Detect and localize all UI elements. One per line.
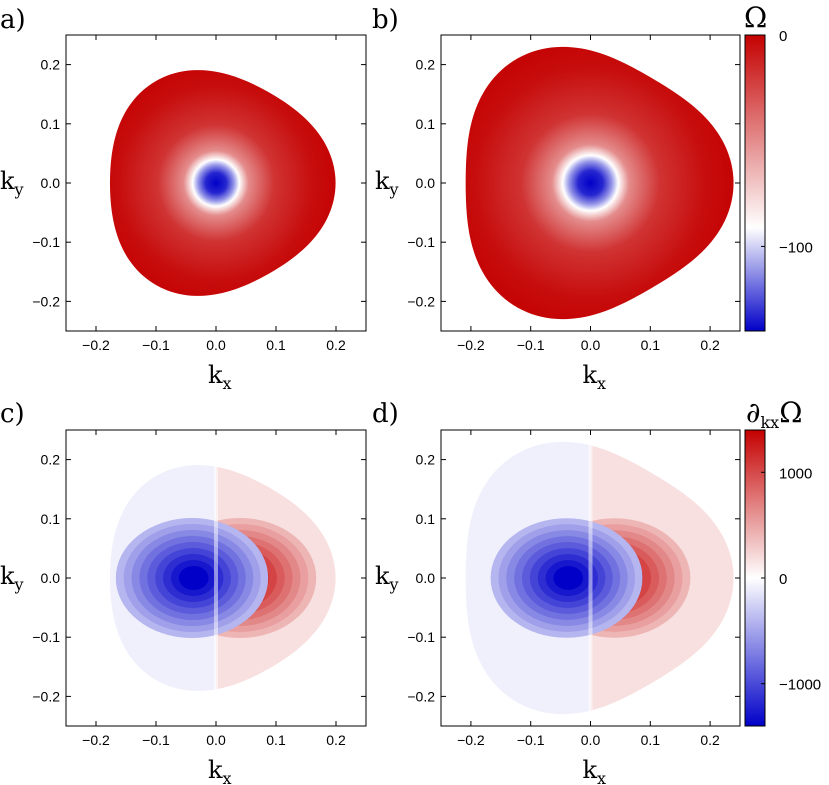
x-tick-label: 0.0 xyxy=(206,732,226,748)
x-tick-label: 0.2 xyxy=(326,337,346,353)
y-axis-label: ky xyxy=(375,167,399,199)
y-tick-label: 0.1 xyxy=(41,116,61,132)
y-tick-label: −0.1 xyxy=(407,234,435,250)
panel-3: −0.2 −0.1 0.0 0.1 0.2 −0.2 −0.1 0.0 0.1 0.2 kx ky c) xyxy=(0,399,367,785)
derivative-contours xyxy=(465,441,734,715)
y-tick-label: −0.1 xyxy=(407,629,435,645)
y-tick-label: 0.2 xyxy=(41,452,61,468)
y-tick-label: 0.0 xyxy=(41,175,61,191)
x-axis-label: kx xyxy=(208,361,232,393)
x-tick-label: −0.1 xyxy=(517,732,545,748)
y-tick-label: −0.2 xyxy=(407,688,435,704)
x-tick-label: 0.1 xyxy=(266,337,286,353)
negative-lobe-contour xyxy=(178,566,209,590)
colorbar-tick-label: 0 xyxy=(779,571,787,588)
x-tick-label: −0.1 xyxy=(142,337,170,353)
x-tick-label: −0.1 xyxy=(517,337,545,353)
y-tick-label: −0.2 xyxy=(32,688,60,704)
colorbar-title: ∂kxΩ xyxy=(746,396,802,432)
x-tick-label: 0.1 xyxy=(641,732,661,748)
y-tick-label: −0.1 xyxy=(32,234,60,250)
x-tick-label: −0.1 xyxy=(142,732,170,748)
y-tick-label: 0.0 xyxy=(41,570,61,586)
panel-4: −0.2 −0.1 0.0 0.1 0.2 −0.2 −0.1 0.0 0.1 0.2 kx ky d) xyxy=(372,399,741,785)
x-tick-label: −0.2 xyxy=(82,732,110,748)
x-tick-label: 0.1 xyxy=(266,732,286,748)
y-tick-label: 0.0 xyxy=(416,570,436,586)
y-axis-label: ky xyxy=(0,562,24,594)
colorbar-gradient xyxy=(744,34,766,332)
omega-heatmap xyxy=(465,46,734,320)
x-axis-label: kx xyxy=(208,756,232,785)
y-tick-label: 0.2 xyxy=(416,452,436,468)
y-tick-label: −0.2 xyxy=(407,293,435,309)
panel-label: a) xyxy=(0,5,26,35)
y-tick-label: −0.2 xyxy=(32,293,60,309)
x-tick-label: −0.2 xyxy=(457,337,485,353)
panel-label: c) xyxy=(0,399,25,429)
y-tick-label: 0.2 xyxy=(416,57,436,73)
negative-lobe-contour xyxy=(553,566,584,590)
x-tick-label: 0.2 xyxy=(700,337,720,353)
panel-label: b) xyxy=(372,5,399,35)
colorbar-tick-label: 0 xyxy=(779,28,787,45)
panel-1: −0.2 −0.1 0.0 0.1 0.2 −0.2 −0.1 0.0 0.1 0.2 kx ky a) xyxy=(0,5,367,393)
x-tick-label: −0.2 xyxy=(457,732,485,748)
y-tick-label: 0.1 xyxy=(41,511,61,527)
x-tick-label: −0.2 xyxy=(82,337,110,353)
y-axis-label: ky xyxy=(375,562,399,594)
y-tick-label: 0.2 xyxy=(41,57,61,73)
colorbar-2: 1000 0 −1000 ∂kxΩ xyxy=(744,396,821,727)
x-tick-label: 0.1 xyxy=(641,337,661,353)
y-tick-label: 0.1 xyxy=(416,511,436,527)
x-tick-label: 0.0 xyxy=(206,337,226,353)
colorbar-tick-label: −1000 xyxy=(779,677,821,694)
x-tick-label: 0.2 xyxy=(700,732,720,748)
y-tick-label: −0.1 xyxy=(32,629,60,645)
colorbar-title: Ω xyxy=(744,1,767,34)
x-tick-label: 0.0 xyxy=(581,732,601,748)
colorbar-tick-label: −100 xyxy=(779,239,813,256)
panel-2: −0.2 −0.1 0.0 0.1 0.2 −0.2 −0.1 0.0 0.1 0.2 kx ky b) xyxy=(372,5,741,393)
colorbar-1: 0 −100 Ω xyxy=(744,1,813,332)
omega-heatmap xyxy=(109,70,336,296)
colorbar-tick-label: 1000 xyxy=(779,465,812,482)
panel-label: d) xyxy=(372,399,399,429)
x-tick-label: 0.2 xyxy=(326,732,346,748)
x-axis-label: kx xyxy=(583,361,607,393)
y-tick-label: 0.1 xyxy=(416,116,436,132)
x-tick-label: 0.0 xyxy=(581,337,601,353)
y-tick-label: 0.0 xyxy=(416,175,436,191)
x-axis-label: kx xyxy=(583,756,607,785)
y-axis-label: ky xyxy=(0,167,24,199)
